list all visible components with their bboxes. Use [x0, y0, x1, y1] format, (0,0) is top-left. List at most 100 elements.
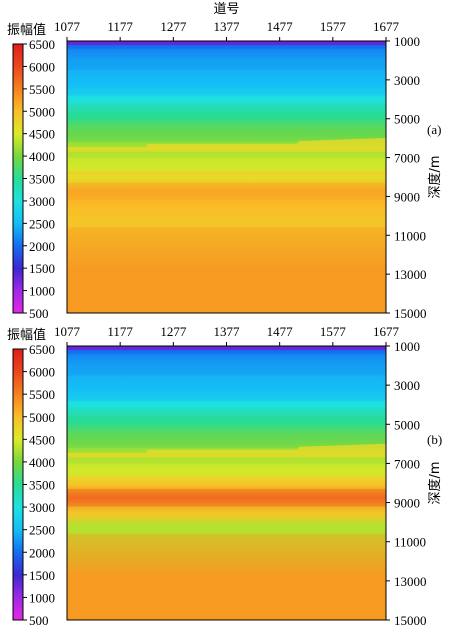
colorbar-tick-label: 1000: [29, 284, 55, 299]
heatmap-layer: [67, 520, 386, 534]
y-tick-label: 3000: [394, 378, 420, 393]
heatmap-layer: [67, 227, 386, 313]
colorbar-tick-label: 6500: [29, 37, 55, 52]
heatmap-layer: [67, 400, 386, 409]
panel-a: 1077 1177 1277 1377 1477 1577 1677 道号 1000 3000 50…: [7, 2, 443, 321]
y-tick-label: 15000: [394, 306, 427, 321]
heatmap-layer: [67, 353, 386, 376]
y-tick-label: 13000: [394, 574, 427, 589]
y-axis-title: 深度/m: [427, 461, 443, 504]
heatmap-layer: [67, 182, 386, 201]
heatmap-layer: [67, 488, 386, 507]
x-axis-title: 道号: [213, 2, 239, 17]
heatmap-layer: [67, 200, 386, 216]
x-tick-label: 1477: [267, 324, 294, 339]
colorbar-title: 振幅值: [7, 327, 46, 343]
colorbar-tick-label: 1000: [29, 590, 55, 605]
colorbar-tick-label: 5500: [29, 82, 55, 97]
y-tick-label: 7000: [394, 151, 420, 166]
y-tick-label: 15000: [394, 613, 427, 628]
x-tick-label: 1577: [320, 324, 347, 339]
heatmap-layer: [67, 70, 386, 96]
colorbar-tick-label: 2500: [29, 523, 55, 538]
heatmap-layer: [67, 173, 386, 183]
x-tick-label: 1577: [320, 19, 347, 34]
stepped-layer: [67, 137, 386, 152]
heatmap-layer: [67, 126, 386, 143]
heatmap-layer: [67, 347, 386, 354]
x-tick-label: 1277: [160, 324, 187, 339]
colorbar-tick-label: 5000: [29, 104, 55, 119]
y-tick-label: 9000: [394, 189, 420, 204]
colorbar-tick-label: 5000: [29, 410, 55, 425]
x-tick-label: 1377: [214, 324, 241, 339]
colorbar-tick-label: 2000: [29, 545, 55, 560]
x-tick-label: 1477: [267, 19, 294, 34]
colorbar-tick-label: 4500: [29, 127, 55, 142]
y-tick-label: 13000: [394, 267, 427, 282]
y-tick-label: 11000: [394, 535, 426, 550]
heatmap-layer: [67, 479, 386, 489]
colorbar-tick-label: 6500: [29, 342, 55, 357]
colorbar-tick-label: 2500: [29, 216, 55, 231]
colorbar-tick-label: 3500: [29, 478, 55, 493]
heatmap-layer: [67, 463, 386, 480]
top-reflector: [67, 41, 386, 45]
heatmap-layer: [67, 375, 386, 401]
y-axis-title: 深度/m: [427, 155, 443, 198]
heatmap-field: [67, 346, 386, 620]
x-tick-label: 1177: [107, 19, 133, 34]
x-tick-label: 1677: [373, 19, 400, 34]
y-tick-label: 1000: [394, 34, 420, 49]
colorbar-tick-label: 6000: [29, 59, 55, 74]
y-tick-label: 3000: [394, 73, 420, 88]
heatmap-layer: [67, 95, 386, 104]
colorbar-tick-label: 4000: [29, 149, 55, 164]
x-tick-label: 1677: [373, 324, 400, 339]
x-tick-label: 1177: [107, 324, 133, 339]
heatmap-layer: [67, 103, 386, 111]
colorbar-tick-label: 3500: [29, 172, 55, 187]
heatmap-layer: [67, 110, 386, 121]
colorbar-tick-label: 500: [29, 613, 49, 628]
x-tick-label: 1077: [54, 324, 81, 339]
heatmap-layer: [67, 408, 386, 417]
x-tick-label: 1077: [54, 19, 81, 34]
heatmap-layer: [67, 157, 386, 174]
colorbar-tick-label: 6000: [29, 365, 55, 380]
y-tick-label: 11000: [394, 228, 426, 243]
y-tick-label: 7000: [394, 456, 420, 471]
x-tick-label: 1377: [214, 19, 241, 34]
heatmap-layer: [67, 432, 386, 448]
y-tick-label: 1000: [394, 339, 420, 354]
heatmap-layer: [67, 42, 386, 49]
colorbar: [12, 348, 24, 621]
heatmap-layer: [67, 426, 386, 433]
colorbar-tick-label: 1500: [29, 568, 55, 583]
heatmap-layer: [67, 506, 386, 521]
heatmap-layer: [67, 48, 386, 71]
colorbar-tick-label: 2000: [29, 239, 55, 254]
y-tick-label: 5000: [394, 112, 420, 127]
heatmap-layer: [67, 416, 386, 427]
panel-b: 1077 1177 1277 1377 1477 1577 1677100030005000…: [7, 324, 443, 628]
colorbar-title: 振幅值: [7, 22, 46, 38]
heatmap-field: [67, 41, 386, 313]
colorbar-tick-label: 4500: [29, 432, 55, 447]
heatmap-layer: [67, 533, 386, 620]
stepped-layer: [67, 443, 386, 458]
colorbar-tick-label: 3000: [29, 500, 55, 515]
panel-label: (b): [427, 432, 442, 447]
colorbar-tick-label: 500: [29, 306, 49, 321]
colorbar-tick-label: 3000: [29, 194, 55, 209]
heatmap-layer: [67, 215, 386, 228]
x-tick-label: 1277: [160, 19, 187, 34]
colorbar-tick-label: 1500: [29, 261, 55, 276]
colorbar-tick-label: 4000: [29, 455, 55, 470]
y-tick-label: 5000: [394, 417, 420, 432]
panel-label: (a): [427, 122, 441, 137]
colorbar-tick-label: 5500: [29, 387, 55, 402]
y-tick-label: 9000: [394, 496, 420, 511]
heatmap-layer: [67, 120, 386, 127]
